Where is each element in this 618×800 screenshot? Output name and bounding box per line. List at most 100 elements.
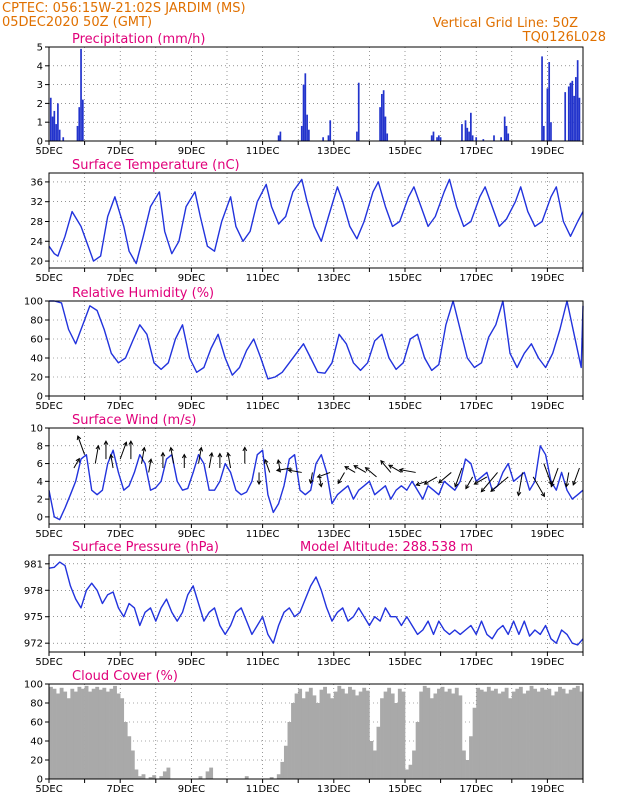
humidity-panel: 0 20 40 60 80 100 5DEC 7DEC 9DEC 11DEC 13DEC 15DEC 1… [24,286,584,412]
cloud-bar [123,722,128,779]
y-tick-label: 20 [30,373,43,384]
cloud-bar [113,685,117,779]
cloud-bar [109,688,114,779]
precip-bar [386,133,389,141]
cloud-bar [81,688,85,779]
cloud-bar [319,689,324,779]
precip-bar [505,125,508,141]
x-tick-label: 19DEC [531,784,565,795]
x-tick-label: 11DEC [246,657,280,668]
cloud-bar [397,688,402,779]
wind-arrow-shaft [119,442,127,460]
plot-frame [48,172,584,269]
wind-arrow-shaft [344,466,356,473]
cloud-bar [451,693,456,779]
precip-bar [304,73,307,141]
cloud-bar [102,687,107,779]
cloud-bar [572,687,577,779]
wind-arrow [353,465,367,473]
cloud-bar [579,691,584,779]
precip-bar [384,116,387,141]
wind-arrow-head [76,435,82,441]
precip-bar [578,97,581,141]
precip-bar [76,125,79,141]
wind-arrow-shaft [480,472,498,493]
cloud-bar [458,695,463,779]
x-tick-label: 5DEC [35,784,62,795]
wind-arrow-head [344,466,350,471]
wind-arrow [94,444,101,464]
wind-arrow-head [465,484,470,490]
wind-arrow [516,472,523,497]
wind-arrow-head [75,457,80,463]
cloud-bar [433,693,438,779]
wind-arrow-head [308,479,314,485]
panel-title: Surface Wind (m/s) [72,413,196,428]
cloud-bar [120,698,125,779]
cloud-bar [59,687,64,779]
cloud-bar [540,687,545,779]
y-tick-label: 36 [30,177,43,188]
wind-arrow [73,457,80,469]
cloud-bar [518,686,523,779]
cloud-bar [490,690,495,779]
cloud-bar [369,741,374,779]
wind-arrow-head [169,446,174,452]
wind-arrow-shaft [337,472,345,484]
precip-bar [571,80,574,141]
cloud-bar [77,686,82,779]
wind-arrow-shaft [264,459,271,473]
cloud-bar [461,750,466,779]
y-tick-label: 32 [30,197,43,208]
x-tick-label: 13DEC [317,657,351,668]
precip-bar [381,94,383,141]
wind-arrow-shaft [532,476,545,497]
x-tick-label: 9DEC [178,146,205,157]
precip-bar [379,107,381,141]
wind-arrow-shaft [365,467,377,478]
wind-arrow-head [181,453,187,459]
x-tick-label: 15DEC [388,273,422,284]
wind-arrow-shaft [565,472,570,487]
wind-arrow [480,472,498,493]
y-tick-label: 80 [30,316,43,327]
cloud-bar [134,769,139,779]
wind-arrow-shaft [543,463,553,485]
cloud-bar [533,688,538,779]
wind-arrow-shaft [227,452,232,469]
precip-bar [550,122,552,141]
precip-bar [430,135,433,141]
cloud-bar [550,695,555,779]
wind-arrow-head [128,440,134,445]
x-tick-label: 9DEC [178,401,205,412]
cloud-bar [205,771,210,779]
cloud-bar [408,764,413,779]
cloud-bar [365,690,370,779]
cloud-bar [330,698,335,779]
wind-arrow-shaft [110,454,114,469]
cloud-bar [159,776,164,779]
x-tick-label: 9DEC [178,657,205,668]
wind-arrow-shaft [141,447,145,464]
wind-arrow [208,451,214,469]
wind-arrow [128,440,134,460]
cloud-bar [152,775,157,779]
wind-arrow-head [540,492,545,498]
cloud-bar [305,691,310,779]
cloud-bar [483,691,488,779]
cloud-bar [323,686,327,779]
cloud-bar [372,750,377,779]
wind-arrow-head [564,482,570,488]
y-tick-label: 4 [37,61,43,72]
y-tick-label: 2 [37,99,43,110]
precip-bar [279,131,282,141]
x-tick-label: 17DEC [459,784,493,795]
precip-bar [53,110,56,141]
wind-arrow [318,476,324,488]
x-tick-label: 7DEC [107,273,134,284]
cloud-bar [444,691,449,779]
wind-arrow-shaft [288,469,302,473]
precip-bar [58,129,61,141]
wind-arrow-head [208,451,214,457]
wind-arrow [438,472,452,484]
